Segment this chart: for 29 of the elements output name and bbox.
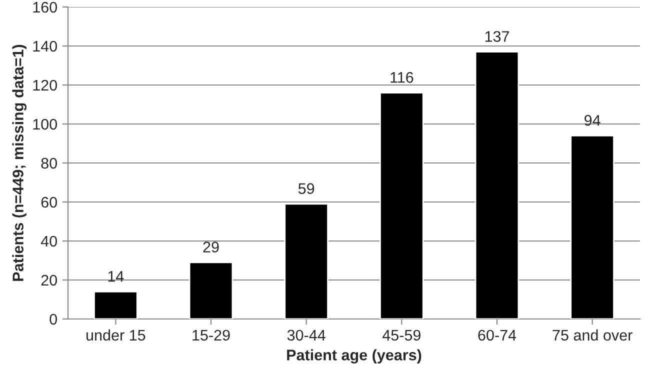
y-tick-label: 120 xyxy=(33,80,57,91)
y-tick-label: 140 xyxy=(33,40,57,52)
bar xyxy=(188,262,234,319)
data-label: 59 xyxy=(298,183,314,194)
y-axis-title: Patients (n=449; missing data=1) xyxy=(12,44,27,281)
data-label: 116 xyxy=(390,72,414,83)
x-tick-label: 75 and over xyxy=(552,329,632,341)
bar xyxy=(474,51,520,319)
x-axis-title: Patient age (years) xyxy=(287,349,422,364)
y-tick-label: 160 xyxy=(33,2,57,13)
bar xyxy=(570,135,614,319)
bar xyxy=(284,203,328,319)
bar xyxy=(94,291,138,319)
x-tick-label: under 15 xyxy=(86,329,146,341)
y-tick-label: 80 xyxy=(41,158,57,169)
x-tick-label: 60-74 xyxy=(478,330,516,341)
data-label: 29 xyxy=(203,242,219,252)
x-tick-label: 45-59 xyxy=(382,330,420,341)
y-tick-label: 20 xyxy=(41,274,57,286)
data-label: 137 xyxy=(485,31,509,42)
x-tick-label: 15-29 xyxy=(192,330,230,341)
data-label: 94 xyxy=(584,114,600,126)
x-tick-label: 30-44 xyxy=(287,330,326,341)
bar xyxy=(380,92,424,319)
y-tick-label: 0 xyxy=(50,314,57,325)
y-tick-label: 40 xyxy=(40,236,57,247)
y-tick-label: 60 xyxy=(41,196,57,208)
y-tick-label: 100 xyxy=(33,118,57,130)
data-label: 14 xyxy=(108,271,124,282)
